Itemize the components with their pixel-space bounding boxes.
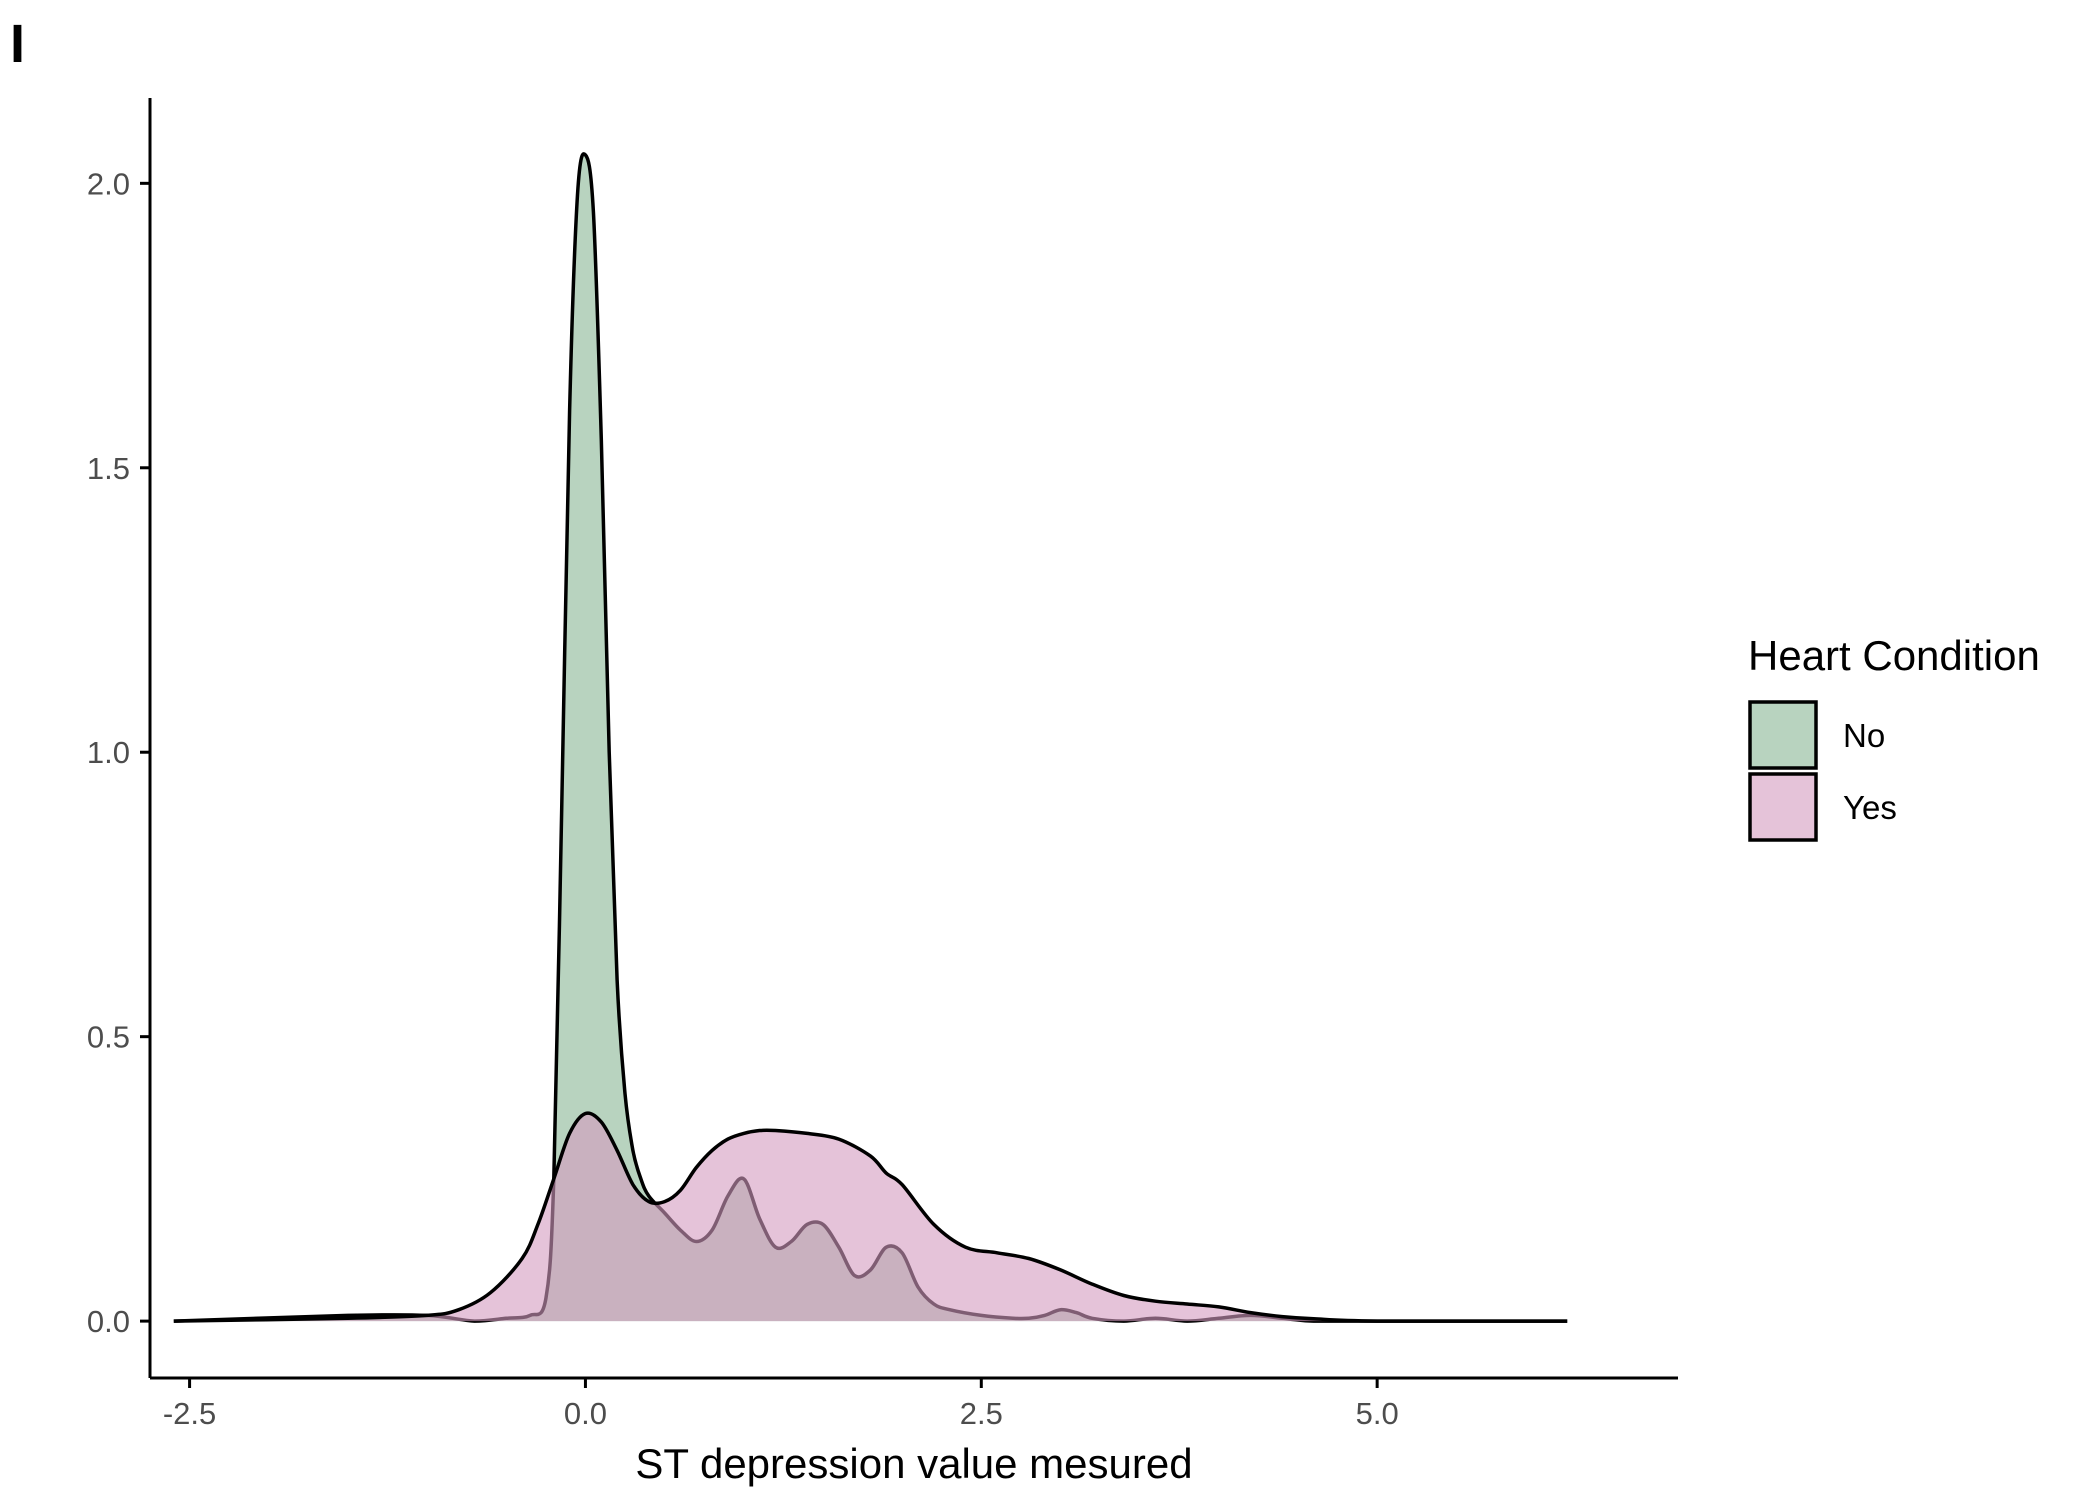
y-tick-label: 2.0 [87,166,130,201]
density-line-no [173,152,1568,1323]
x-axis-title: ST depression value mesured [635,1440,1192,1487]
density-areas [173,152,1568,1323]
density-line-yes [173,1111,1568,1323]
legend-label-yes: Yes [1843,789,1897,826]
panel-tag: I [10,14,25,74]
y-tick-label: 1.0 [87,735,130,770]
x-axis-ticks: -2.5 0.0 2.5 5.0 [163,1378,1399,1431]
x-tick-label: 0.0 [564,1396,607,1431]
legend-key-yes [1748,772,1818,842]
x-tick-label: 2.5 [960,1396,1003,1431]
x-tick-label: -2.5 [163,1396,216,1431]
y-axis-ticks: 0.0 0.5 1.0 1.5 2.0 [87,166,150,1339]
y-tick-label: 0.5 [87,1020,130,1055]
y-tick-label: 0.0 [87,1304,130,1339]
density-area-yes [173,1113,1568,1322]
legend-entries: No Yes [1748,700,1897,842]
legend-label-no: No [1843,717,1885,754]
legend: Heart Condition No Yes [1748,632,2040,842]
x-tick-label: 5.0 [1356,1396,1399,1431]
density-area-no [173,153,1568,1322]
legend-title: Heart Condition [1748,632,2040,679]
legend-key-no [1748,700,1818,770]
y-tick-label: 1.5 [87,451,130,486]
